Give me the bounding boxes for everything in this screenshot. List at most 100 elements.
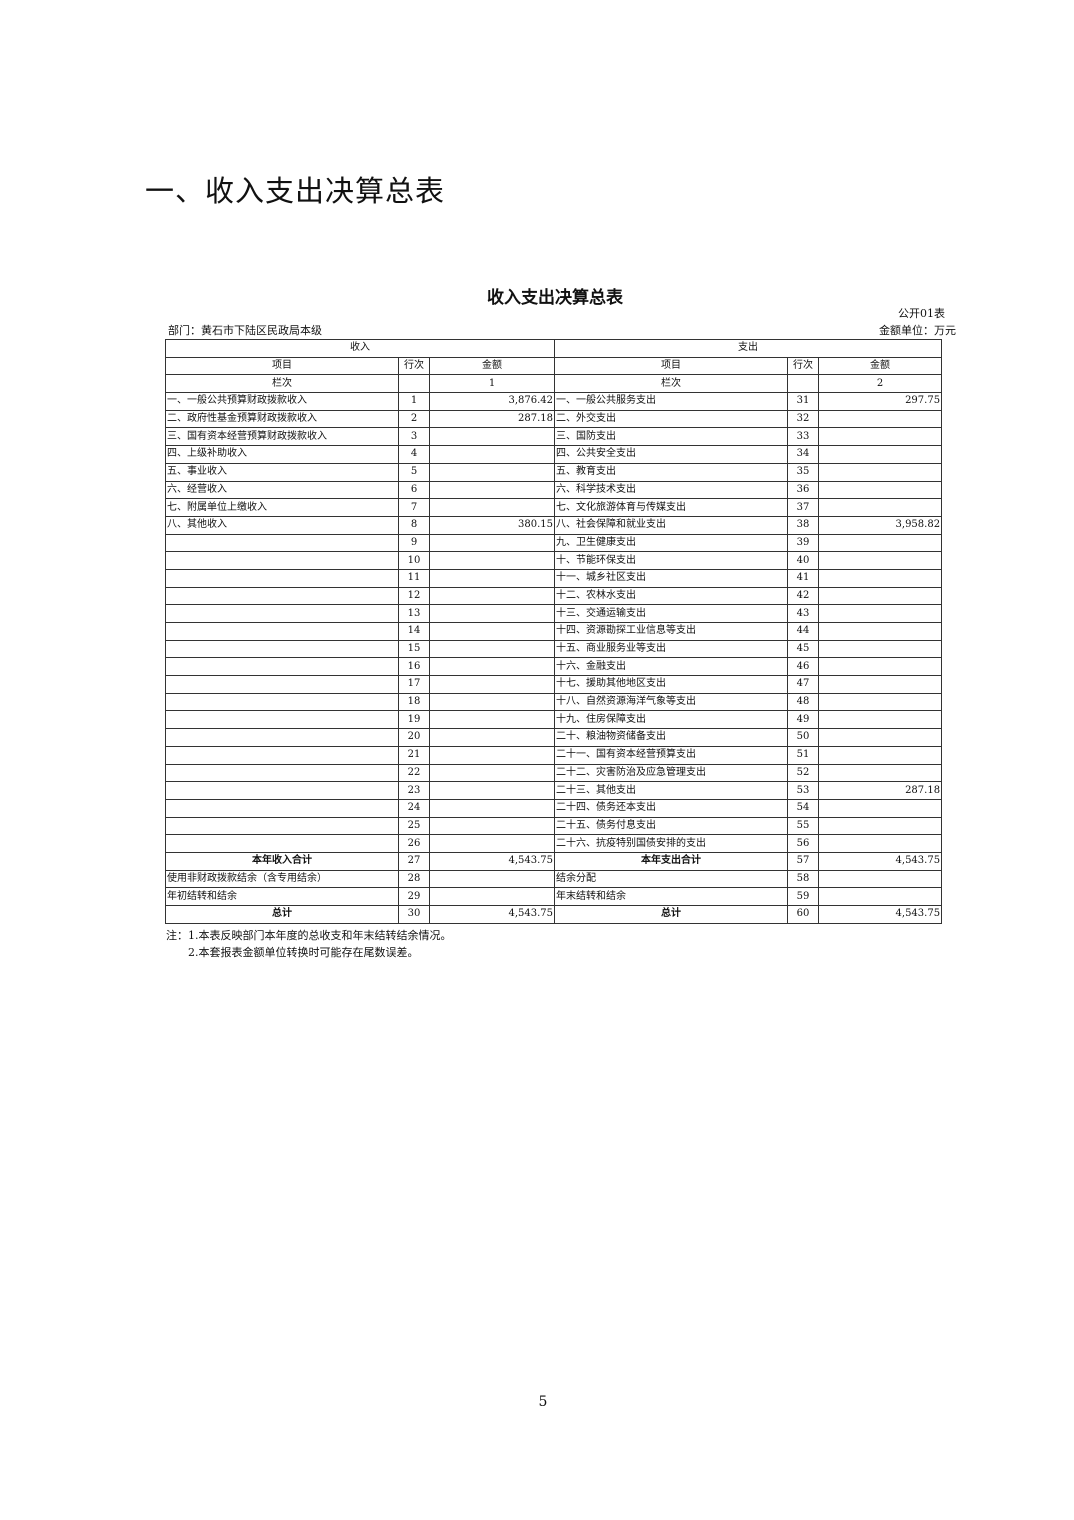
income-amount-cell [428, 675, 556, 694]
income-line-cell: 18 [398, 692, 430, 712]
income-line-cell: 9 [398, 533, 430, 553]
income-amount-cell: 3,876.42 [428, 392, 556, 411]
column-number-2: 2 [818, 374, 943, 394]
expense-line-cell: 34 [787, 445, 820, 464]
expense-item-cell: 年末结转和结余 [554, 887, 789, 906]
table-row: 19 十九、住房保障支出 49 [165, 710, 943, 730]
expense-amount-cell [818, 586, 943, 606]
income-item-cell [165, 745, 399, 765]
expense-amount-cell [818, 551, 943, 570]
expense-line-cell: 45 [787, 639, 820, 659]
table-row: 年初结转和结余 29 年末结转和结余 59 [165, 887, 943, 906]
income-amount-cell [428, 834, 556, 853]
expense-line-cell: 36 [787, 480, 820, 500]
expense-amount-header: 金额 [818, 356, 943, 376]
expense-amount-cell [818, 480, 943, 500]
income-amount-cell [428, 498, 556, 517]
expense-line-cell: 58 [787, 869, 820, 889]
form-number: 公开01表 [898, 307, 945, 320]
income-item-cell: 五、事业收入 [165, 462, 399, 482]
expense-amount-cell [818, 409, 943, 429]
expense-item-cell: 十一、城乡社区支出 [554, 568, 789, 588]
income-item-cell [165, 763, 399, 783]
income-line-cell: 29 [398, 887, 430, 906]
expense-item-cell: 十三、交通运输支出 [554, 604, 789, 623]
expense-amount-cell [818, 763, 943, 783]
income-line-cell: 24 [398, 798, 430, 818]
expense-line-header: 行次 [787, 356, 820, 376]
table-row: 14 十四、资源勘探工业信息等支出 44 [165, 622, 943, 641]
income-amount-cell [428, 745, 556, 765]
expense-line-cell: 35 [787, 462, 820, 482]
expense-line-cell: 51 [787, 745, 820, 765]
expense-item-cell: 十、节能环保支出 [554, 551, 789, 570]
expense-line-cell: 41 [787, 568, 820, 588]
table-row: 二、政府性基金预算财政拨款收入 2 287.18 二、外交支出 32 [165, 409, 943, 429]
income-amount-cell [428, 692, 556, 712]
income-amount-cell [428, 480, 556, 500]
expense-item-cell: 十六、金融支出 [554, 657, 789, 677]
department-label: 部门：黄石市下陆区民政局本级 [168, 324, 322, 337]
table-row: 11 十一、城乡社区支出 41 [165, 568, 943, 588]
section-heading: 一、收入支出决算总表 [145, 174, 446, 208]
table-row: 八、其他收入 8 380.15 八、社会保障和就业支出 38 3,958.82 [165, 515, 943, 535]
expense-amount-cell [818, 462, 943, 482]
income-amount-cell [428, 763, 556, 783]
expense-line-cell: 31 [787, 392, 820, 411]
income-item-cell [165, 781, 399, 800]
expense-line-cell: 55 [787, 816, 820, 836]
income-line-cell: 25 [398, 816, 430, 836]
income-line-cell: 20 [398, 728, 430, 747]
income-line-cell: 22 [398, 763, 430, 783]
income-item-cell [165, 551, 399, 570]
note-1: 注：1.本表反映部门本年度的总收支和年末结转结余情况。 [166, 929, 452, 942]
income-line-header: 行次 [398, 356, 430, 376]
income-line-cell: 12 [398, 586, 430, 606]
column-number-1: 1 [428, 374, 556, 394]
income-item-cell: 年初结转和结余 [165, 887, 399, 906]
income-line-cell: 6 [398, 480, 430, 500]
expense-amount-cell [818, 834, 943, 853]
income-line-cell: 3 [398, 427, 430, 447]
expense-item-cell: 二十二、灾害防治及应急管理支出 [554, 763, 789, 783]
income-item-cell: 本年收入合计 [165, 851, 399, 871]
column-label: 栏次 [165, 374, 399, 394]
expense-item-header: 项目 [554, 356, 789, 376]
income-amount-cell [428, 533, 556, 553]
expense-item-cell: 十二、农林水支出 [554, 586, 789, 606]
unit-label: 金额单位：万元 [879, 324, 956, 337]
table-row: 22 二十二、灾害防治及应急管理支出 52 [165, 763, 943, 783]
income-line-cell: 4 [398, 445, 430, 464]
income-amount-cell [428, 657, 556, 677]
income-line-cell: 13 [398, 604, 430, 623]
expense-amount-cell [818, 816, 943, 836]
income-line-cell: 23 [398, 781, 430, 800]
expense-amount-cell: 3,958.82 [818, 515, 943, 535]
income-amount-cell: 287.18 [428, 409, 556, 429]
income-amount-cell: 380.15 [428, 515, 556, 535]
income-line-cell: 2 [398, 409, 430, 429]
income-amount-cell [428, 869, 556, 889]
expense-line-cell: 42 [787, 586, 820, 606]
column-header-row: 项目 行次 金额 项目 行次 金额 [165, 356, 943, 376]
expense-item-cell: 九、卫生健康支出 [554, 533, 789, 553]
table-row: 总计 30 4,543.75 总计 60 4,543.75 [165, 905, 943, 924]
expense-item-cell: 十八、自然资源海洋气象等支出 [554, 692, 789, 712]
expense-line-cell: 48 [787, 692, 820, 712]
income-amount-cell [428, 586, 556, 606]
expense-line-cell: 50 [787, 728, 820, 747]
table-row: 25 二十五、债务付息支出 55 [165, 816, 943, 836]
table-row: 9 九、卫生健康支出 39 [165, 533, 943, 553]
table-row: 24 二十四、债务还本支出 54 [165, 798, 943, 818]
income-item-cell [165, 657, 399, 677]
income-line-cell: 14 [398, 622, 430, 641]
income-amount-cell [428, 568, 556, 588]
expense-line-cell: 43 [787, 604, 820, 623]
expense-item-cell: 二十一、国有资本经营预算支出 [554, 745, 789, 765]
table-row: 12 十二、农林水支出 42 [165, 586, 943, 606]
table-row: 18 十八、自然资源海洋气象等支出 48 [165, 692, 943, 712]
income-line-cell: 10 [398, 551, 430, 570]
expense-line-cell: 52 [787, 763, 820, 783]
expense-amount-cell [818, 675, 943, 694]
income-line-cell: 8 [398, 515, 430, 535]
